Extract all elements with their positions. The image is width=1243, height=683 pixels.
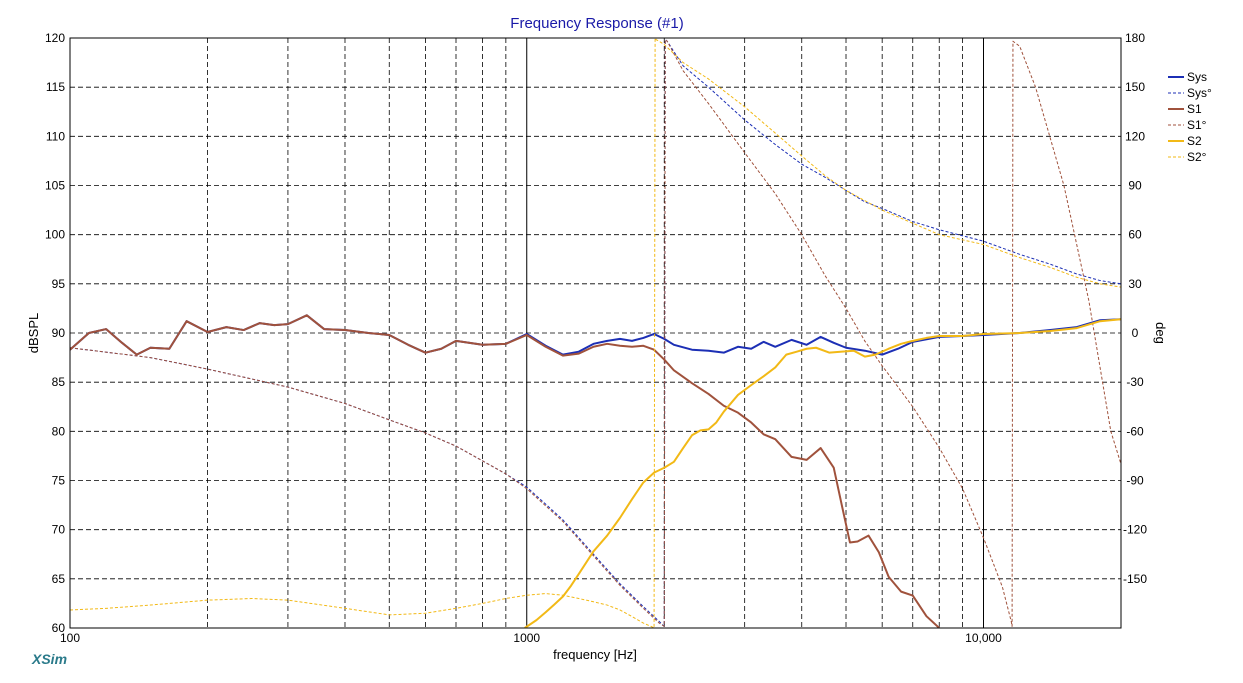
y-left-tick-label: 100 <box>45 228 65 242</box>
y-left-tick-label: 95 <box>52 277 66 291</box>
series-line-2 <box>70 314 940 628</box>
y-left-tick-label: 115 <box>46 80 65 94</box>
legend-entry: Sys° <box>1187 86 1212 100</box>
y-right-tick-labels: -150 -120 -90 -60 -30 0 30 60 90 120 150 180 <box>1123 31 1147 586</box>
y-left-tick-label: 65 <box>52 572 66 586</box>
y-right-tick-label: 30 <box>1128 277 1142 291</box>
y-right-tick-label: 0 <box>1132 326 1139 340</box>
y-right-axis-label: deg <box>1153 322 1168 344</box>
series-line-4 <box>524 318 1121 628</box>
y-left-tick-label: 60 <box>52 621 66 635</box>
y-left-tick-label: 110 <box>46 129 65 143</box>
y-right-tick-label: -30 <box>1126 375 1144 389</box>
y-right-tick-label: 60 <box>1128 228 1142 242</box>
chart-title: Frequency Response (#1) <box>510 15 683 32</box>
x-tick-label: 100 <box>60 631 80 645</box>
y-right-tick-label: -90 <box>1126 474 1144 488</box>
plot-frame <box>69 37 1122 629</box>
y-left-tick-labels: 60 65 70 75 80 85 90 95 100 105 110 115 120 <box>45 31 65 635</box>
y-left-tick-label: 70 <box>52 523 66 537</box>
x-tick-labels: 100 1000 10,000 <box>60 631 1002 645</box>
x-tick-label: 10,000 <box>965 631 1002 645</box>
legend-entry: Sys <box>1187 70 1207 84</box>
y-left-axis-label: dBSPL <box>26 313 41 353</box>
y-left-tick-label: 80 <box>52 424 66 438</box>
y-right-tick-label: 120 <box>1125 129 1145 143</box>
series-lines <box>70 38 1121 628</box>
legend-entry: S2° <box>1187 150 1207 164</box>
series-line-3 <box>70 39 1121 627</box>
x-tick-label: 1000 <box>513 631 540 645</box>
y-right-tick-label: 180 <box>1125 31 1145 45</box>
y-right-tick-label: -60 <box>1126 424 1144 438</box>
y-left-tick-label: 120 <box>45 31 65 45</box>
y-left-tick-label: 105 <box>45 179 65 193</box>
xsim-brand-logo: XSim <box>31 651 67 667</box>
y-left-tick-label: 85 <box>52 375 66 389</box>
y-right-tick-label: 90 <box>1128 179 1142 193</box>
y-left-tick-label: 75 <box>52 474 66 488</box>
y-right-tick-label: 150 <box>1125 80 1145 94</box>
series-line-5 <box>70 38 1121 628</box>
x-axis-label: frequency [Hz] <box>553 647 637 662</box>
legend-entry: S1 <box>1187 102 1202 116</box>
y-right-tick-label: -120 <box>1123 523 1147 537</box>
y-left-tick-label: 90 <box>52 326 66 340</box>
y-right-tick-label: -150 <box>1123 572 1147 586</box>
grid-lines <box>70 38 1121 628</box>
legend-entry: S2 <box>1187 134 1202 148</box>
legend-entry: S1° <box>1187 118 1207 132</box>
legend: Sys Sys° S1 S1° S2 S2° <box>1168 70 1212 164</box>
